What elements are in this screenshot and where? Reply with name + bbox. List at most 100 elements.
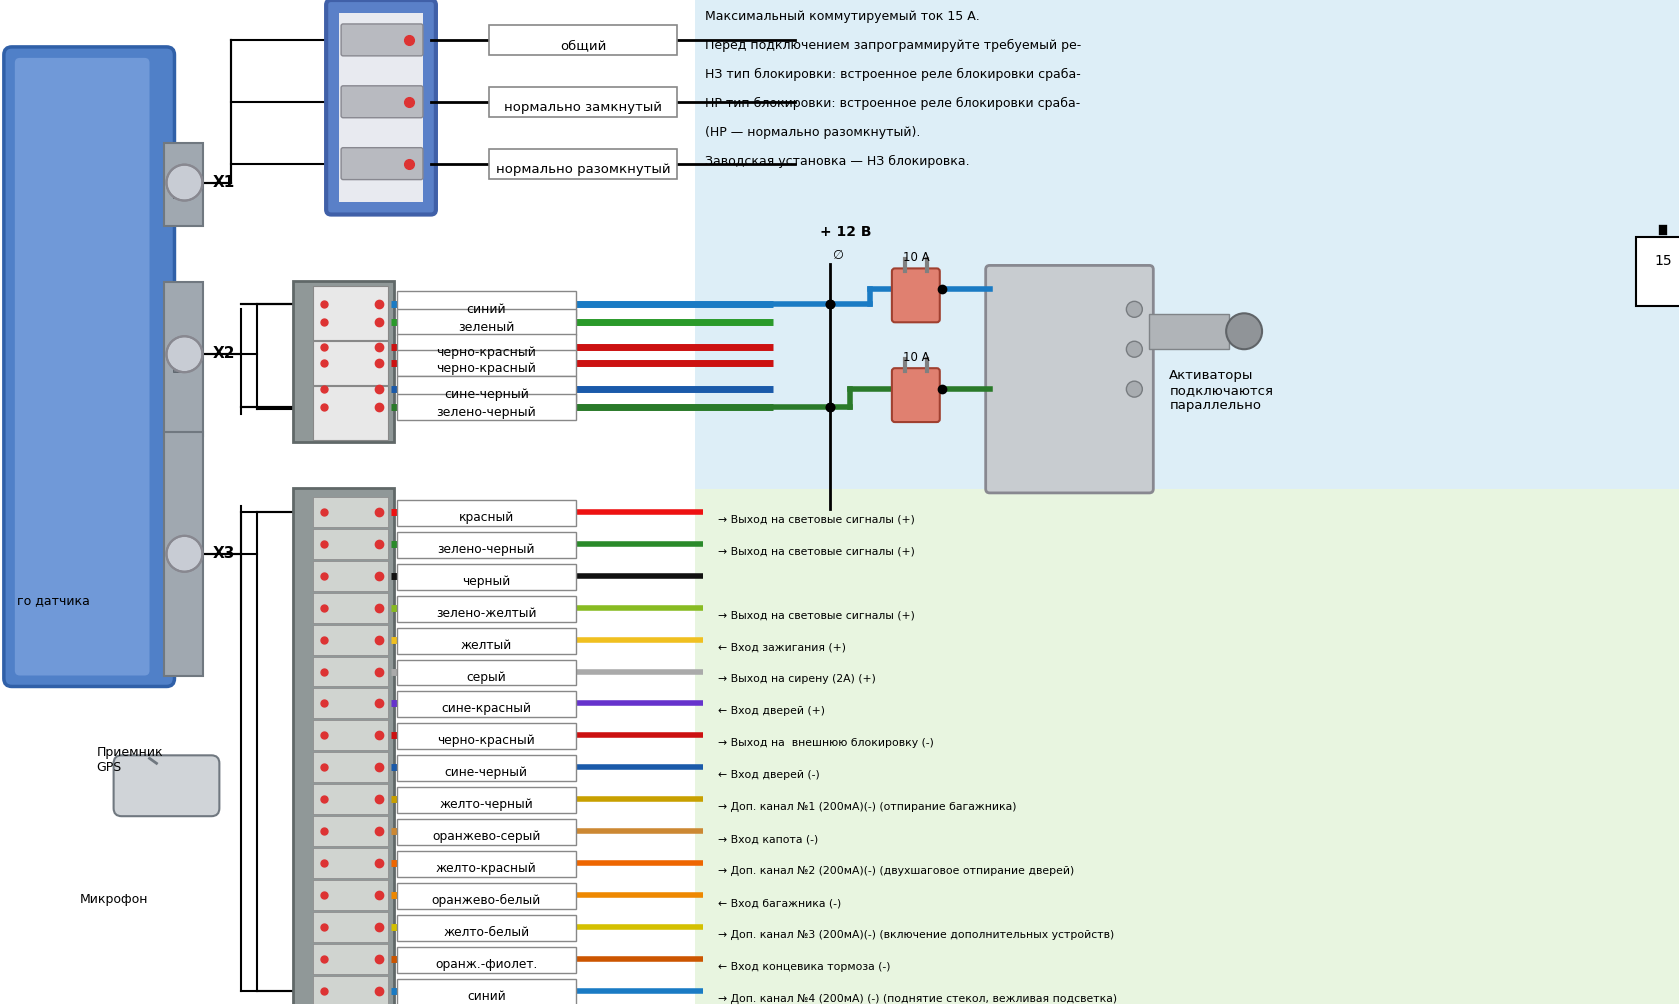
- Text: Максимальный коммутируемый ток 15 А.: Максимальный коммутируемый ток 15 А.: [706, 10, 979, 23]
- Text: → Доп. канал №2 (200мА)(-) (двухшаговое отпирание дверей): → Доп. канал №2 (200мА)(-) (двухшаговое …: [717, 866, 1074, 876]
- FancyBboxPatch shape: [312, 785, 388, 814]
- FancyBboxPatch shape: [173, 346, 188, 372]
- Text: ∅: ∅: [832, 249, 842, 263]
- FancyBboxPatch shape: [396, 394, 575, 421]
- Text: ← Вход дверей (-): ← Вход дверей (-): [717, 771, 820, 781]
- Text: + 12 В: + 12 В: [820, 224, 870, 238]
- Text: X1: X1: [212, 175, 235, 189]
- Circle shape: [1126, 341, 1142, 357]
- Text: → Вход капота (-): → Вход капота (-): [717, 834, 818, 844]
- Text: сине-черный: сине-черный: [445, 767, 528, 780]
- FancyBboxPatch shape: [396, 691, 575, 717]
- Text: зелено-желтый: зелено-желтый: [435, 607, 536, 620]
- FancyBboxPatch shape: [173, 172, 188, 197]
- Text: черный: черный: [462, 574, 511, 588]
- FancyBboxPatch shape: [341, 148, 423, 180]
- FancyBboxPatch shape: [696, 0, 1678, 199]
- Text: нормально замкнутый: нормально замкнутый: [504, 101, 662, 114]
- FancyBboxPatch shape: [396, 628, 575, 654]
- FancyBboxPatch shape: [312, 752, 388, 783]
- FancyBboxPatch shape: [696, 199, 1678, 519]
- FancyBboxPatch shape: [312, 625, 388, 655]
- FancyBboxPatch shape: [984, 266, 1152, 493]
- FancyBboxPatch shape: [396, 883, 575, 909]
- FancyBboxPatch shape: [341, 86, 423, 118]
- FancyBboxPatch shape: [173, 541, 188, 566]
- Text: желто-черный: желто-черный: [438, 798, 533, 811]
- Text: X3: X3: [212, 546, 235, 560]
- Circle shape: [1225, 313, 1262, 349]
- Text: (НР — нормально разомкнутый).: (НР — нормально разомкнутый).: [706, 126, 921, 139]
- FancyBboxPatch shape: [396, 532, 575, 557]
- FancyBboxPatch shape: [396, 851, 575, 877]
- FancyBboxPatch shape: [312, 848, 388, 878]
- FancyBboxPatch shape: [114, 756, 220, 816]
- Text: → Выход на сирену (2А) (+): → Выход на сирену (2А) (+): [717, 674, 875, 684]
- Text: желтый: желтый: [460, 639, 512, 652]
- Circle shape: [166, 165, 202, 200]
- FancyBboxPatch shape: [312, 287, 388, 340]
- FancyBboxPatch shape: [396, 563, 575, 590]
- Text: 10 А: 10 А: [902, 351, 929, 364]
- FancyBboxPatch shape: [312, 386, 388, 440]
- FancyBboxPatch shape: [312, 688, 388, 718]
- Text: Приемник
GPS: Приемник GPS: [96, 746, 163, 775]
- FancyBboxPatch shape: [15, 58, 150, 675]
- FancyBboxPatch shape: [396, 350, 575, 376]
- FancyBboxPatch shape: [1149, 314, 1228, 349]
- Text: → Выход на световые сигналы (+): → Выход на световые сигналы (+): [717, 611, 914, 621]
- FancyBboxPatch shape: [312, 976, 388, 1006]
- FancyBboxPatch shape: [696, 489, 1678, 1004]
- Text: черно-красный: черно-красный: [437, 362, 536, 375]
- Text: нормально разомкнутый: нормально разомкнутый: [496, 163, 670, 176]
- Text: сине-черный: сине-черный: [444, 388, 529, 401]
- Text: → Доп. канал №1 (200мА)(-) (отпирание багажника): → Доп. канал №1 (200мА)(-) (отпирание ба…: [717, 802, 1016, 812]
- Text: → Доп. канал №3 (200мА)(-) (включение дополнительных устройств): → Доп. канал №3 (200мА)(-) (включение до…: [717, 930, 1114, 940]
- FancyBboxPatch shape: [489, 87, 677, 117]
- FancyBboxPatch shape: [396, 500, 575, 526]
- FancyBboxPatch shape: [312, 720, 388, 750]
- FancyBboxPatch shape: [312, 912, 388, 942]
- Text: Активаторы
подключаются
параллельно: Активаторы подключаются параллельно: [1169, 369, 1272, 412]
- Text: зелено-черный: зелено-черный: [437, 406, 536, 420]
- Text: 10 А: 10 А: [902, 252, 929, 265]
- Text: НЗ тип блокировки: встроенное реле блокировки сраба-: НЗ тип блокировки: встроенное реле блоки…: [706, 67, 1080, 80]
- Text: сине-красный: сине-красный: [442, 702, 531, 715]
- FancyBboxPatch shape: [892, 368, 939, 423]
- Text: го датчика: го датчика: [17, 594, 89, 607]
- FancyBboxPatch shape: [3, 47, 175, 686]
- FancyBboxPatch shape: [326, 0, 435, 214]
- Text: черно-красный: черно-красный: [437, 734, 534, 747]
- FancyBboxPatch shape: [312, 341, 388, 385]
- Text: ← Вход багажника (-): ← Вход багажника (-): [717, 898, 842, 908]
- FancyBboxPatch shape: [312, 944, 388, 974]
- Text: ← Вход концевика тормоза (-): ← Вход концевика тормоза (-): [717, 962, 890, 972]
- FancyBboxPatch shape: [292, 488, 393, 1006]
- Text: серый: серый: [465, 671, 506, 683]
- Text: синий: синий: [467, 990, 506, 1003]
- FancyBboxPatch shape: [396, 947, 575, 973]
- Text: → Доп. канал №4 (200мА) (-) (поднятие стекол, вежливая подсветка): → Доп. канал №4 (200мА) (-) (поднятие ст…: [717, 994, 1117, 1004]
- FancyBboxPatch shape: [396, 596, 575, 622]
- Text: оранж.-фиолет.: оранж.-фиолет.: [435, 958, 538, 971]
- Text: ← Вход дверей (+): ← Вход дверей (+): [717, 706, 825, 716]
- Text: ← Вход зажигания (+): ← Вход зажигания (+): [717, 643, 845, 653]
- FancyBboxPatch shape: [312, 593, 388, 623]
- Text: → Выход на  внешнюю блокировку (-): → Выход на внешнюю блокировку (-): [717, 738, 934, 748]
- Circle shape: [1126, 302, 1142, 317]
- Circle shape: [166, 336, 202, 372]
- FancyBboxPatch shape: [396, 819, 575, 845]
- FancyBboxPatch shape: [312, 816, 388, 846]
- FancyBboxPatch shape: [396, 723, 575, 749]
- FancyBboxPatch shape: [892, 269, 939, 322]
- FancyBboxPatch shape: [312, 529, 388, 558]
- FancyBboxPatch shape: [489, 149, 677, 179]
- FancyBboxPatch shape: [339, 13, 423, 201]
- FancyBboxPatch shape: [312, 560, 388, 591]
- FancyBboxPatch shape: [396, 788, 575, 813]
- FancyBboxPatch shape: [312, 880, 388, 910]
- FancyBboxPatch shape: [396, 756, 575, 782]
- Text: Заводская установка — НЗ блокировка.: Заводская установка — НЗ блокировка.: [706, 155, 969, 168]
- Text: Микрофон: Микрофон: [79, 893, 148, 906]
- Text: общий: общий: [559, 39, 606, 52]
